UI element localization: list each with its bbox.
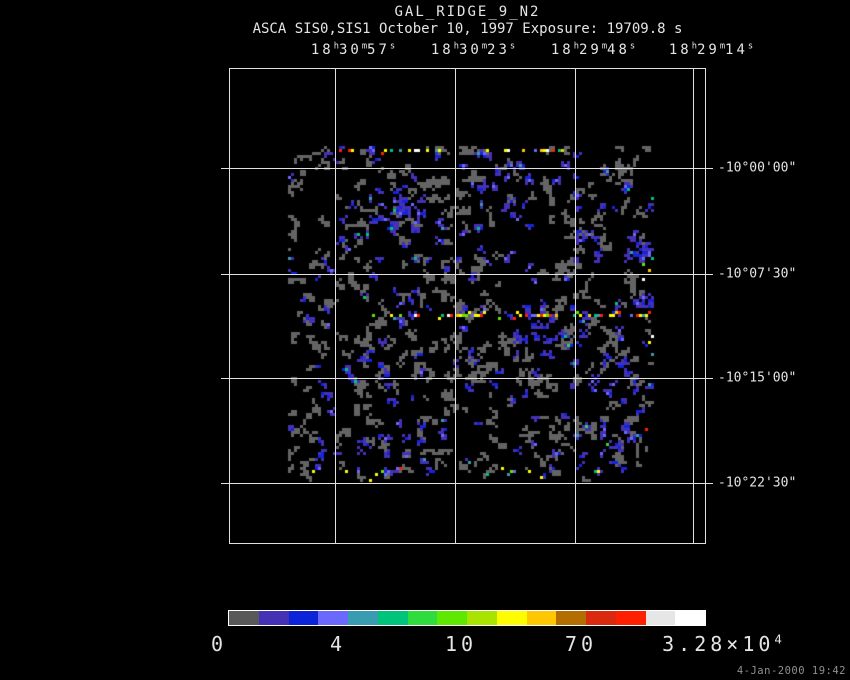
colorbar-segment	[615, 611, 646, 625]
axis-tick-right	[705, 274, 713, 275]
axis-tick-left	[221, 483, 229, 484]
axis-tick-left	[221, 168, 229, 169]
axis-tick-left	[221, 274, 229, 275]
colorbar-tick-label: 3.28×104	[662, 631, 782, 656]
colorbar-segment	[645, 611, 676, 625]
colorbar-segment	[377, 611, 408, 625]
colorbar-segment	[586, 611, 616, 625]
dec-tick-label: -10°22'30"	[718, 475, 797, 491]
h-gridline	[230, 378, 705, 379]
v-gridline	[335, 69, 336, 543]
plot-frame	[229, 68, 706, 544]
plot-title: GAL_RIDGE_9_N2	[394, 4, 541, 20]
colorbar-segment	[348, 611, 378, 625]
axis-tick-right	[705, 378, 713, 379]
colorbar-segment	[258, 611, 289, 625]
colorbar-segment	[467, 611, 497, 625]
colorbar-segment	[526, 611, 557, 625]
h-gridline	[230, 483, 705, 484]
colorbar-tick-label: 70	[564, 632, 598, 656]
dec-tick-label: -10°15'00"	[718, 370, 797, 386]
plot-subtitle: ASCA SIS0,SIS1 October 10, 1997 Exposure…	[252, 21, 683, 37]
ra-tick-label: 18h30m23s	[430, 41, 516, 58]
colorbar-segment	[407, 611, 438, 625]
h-gridline	[230, 274, 705, 275]
dec-tick-label: -10°00'00"	[718, 160, 797, 176]
v-gridline	[455, 69, 456, 543]
sky-image-canvas	[230, 69, 705, 543]
axis-tick-left	[221, 378, 229, 379]
colorbar-tick-label: 4	[329, 632, 347, 656]
colorbar-segment	[556, 611, 586, 625]
colorbar-tick-label: 10	[444, 632, 478, 656]
colorbar-segment	[318, 611, 348, 625]
axis-tick-right	[705, 483, 713, 484]
colorbar-segment	[496, 611, 527, 625]
colorbar-segment	[229, 611, 259, 625]
ra-tick-label: 18h29m14s	[668, 41, 754, 58]
colorbar-segment	[288, 611, 319, 625]
creation-timestamp: 4-Jan-2000 19:42	[736, 665, 846, 677]
v-gridline	[575, 69, 576, 543]
colorbar-segment	[675, 611, 705, 625]
v-gridline	[693, 69, 694, 543]
colorbar	[228, 610, 706, 626]
h-gridline	[230, 168, 705, 169]
ra-tick-label: 18h30m57s	[310, 41, 396, 58]
colorbar-tick-label: 0	[210, 632, 228, 656]
ra-tick-label: 18h29m48s	[550, 41, 636, 58]
axis-tick-right	[705, 168, 713, 169]
colorbar-segment	[437, 611, 467, 625]
dec-tick-label: -10°07'30"	[718, 266, 797, 282]
